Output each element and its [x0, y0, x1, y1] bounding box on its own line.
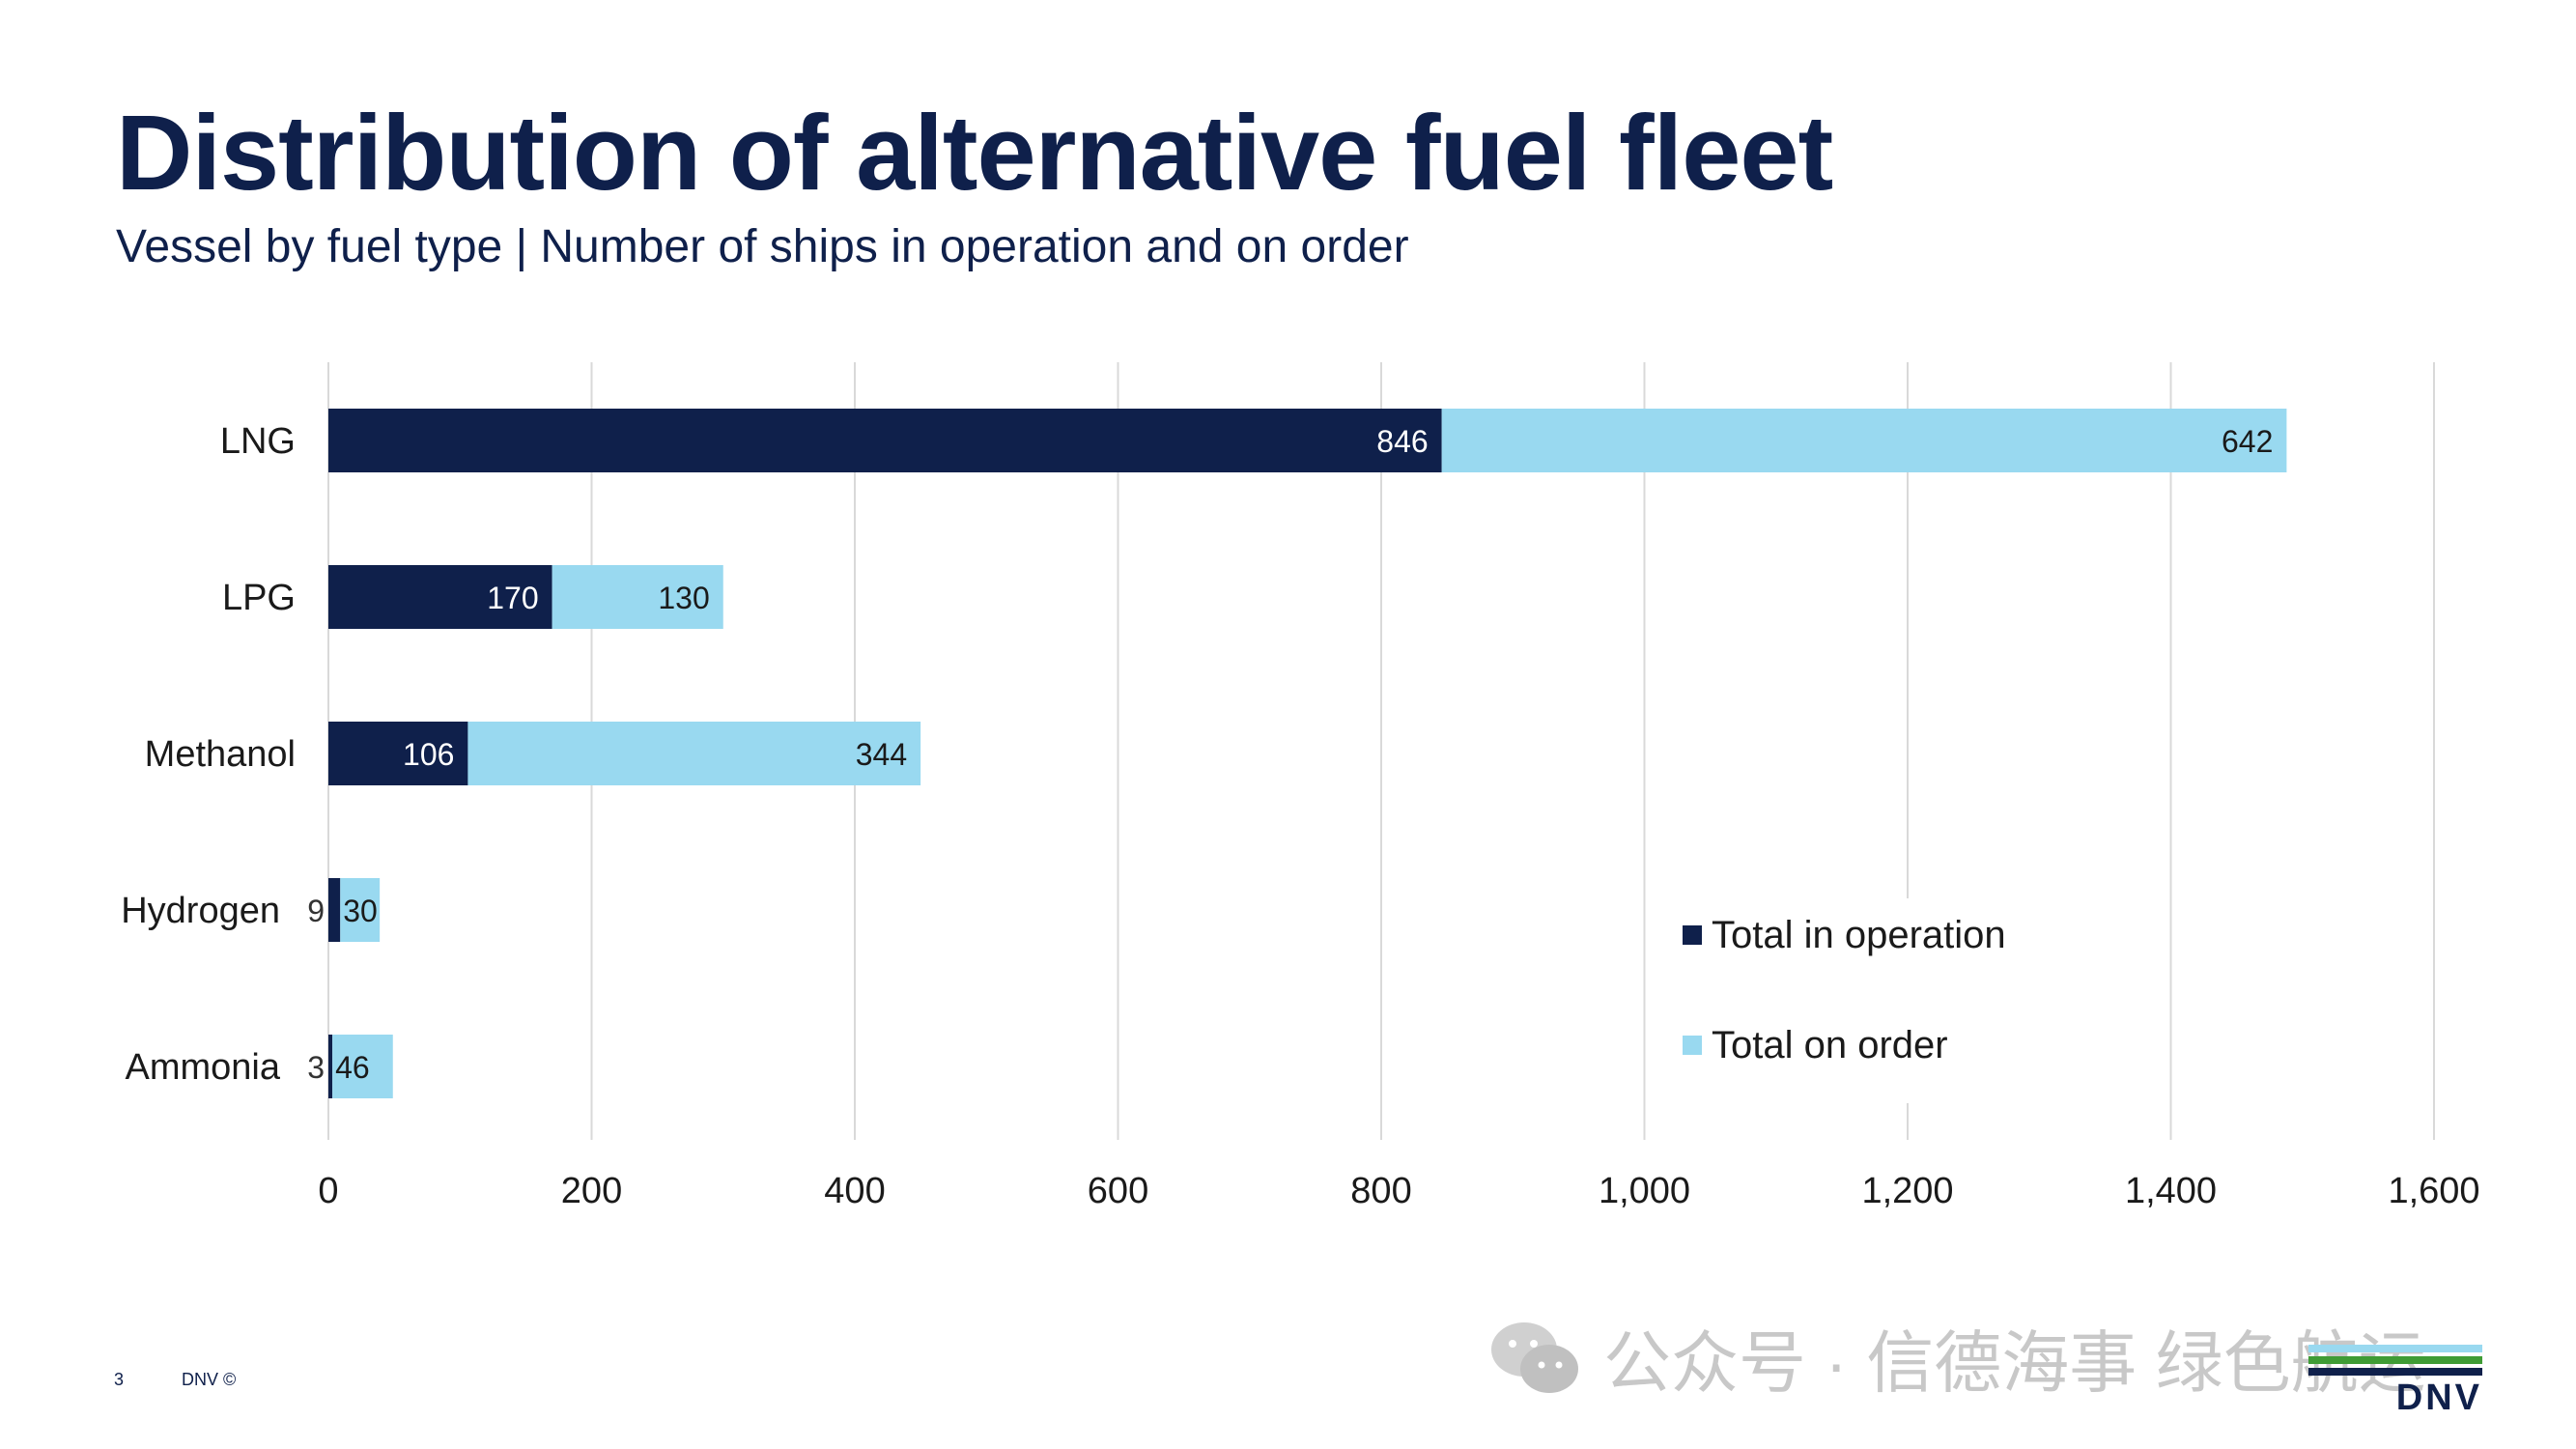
x-tick-label: 1,000	[1599, 1171, 1690, 1211]
footer-brand: DNV ©	[182, 1370, 237, 1389]
data-label: 30	[343, 894, 378, 928]
category-label: Methanol	[145, 734, 296, 775]
logo-bar-green	[2308, 1356, 2482, 1364]
legend-item-in-operation: Total in operation	[1683, 906, 2088, 964]
data-label: 3	[307, 1050, 325, 1085]
chart-legend: Total in operation Total on order	[1683, 898, 2088, 1103]
x-tick-label: 1,400	[2125, 1171, 2217, 1211]
data-label: 344	[856, 737, 907, 772]
stacked-bar-chart: 0 200 400 600 800 1,000 1,200 1,400 1,600 846 642 L…	[121, 362, 2480, 1211]
bar-segment	[1441, 409, 2287, 472]
legend-item-on-order: Total on order	[1683, 1016, 2088, 1074]
category-label: Hydrogen	[121, 891, 280, 931]
data-label: 46	[335, 1050, 370, 1085]
bar-segment	[467, 722, 921, 785]
category-label: LNG	[220, 421, 296, 462]
bar-segment	[340, 878, 381, 942]
wechat-icon	[1491, 1321, 1578, 1393]
dnv-logo: DNV	[2308, 1345, 2482, 1422]
x-tick-label: 0	[318, 1171, 338, 1211]
data-label: 9	[307, 894, 325, 928]
logo-text: DNV	[2395, 1378, 2482, 1418]
watermark-text: 公众号 · 信德海事 绿色航运	[1603, 1325, 2426, 1401]
page-title: Distribution of alternative fuel fleet	[116, 94, 1833, 213]
category-label: LPG	[222, 578, 296, 618]
bar-segment	[332, 1035, 393, 1098]
legend-label-on-order: Total on order	[1712, 1023, 1948, 1066]
watermark: 公众号 · 信德海事 绿色航运	[1487, 1309, 2426, 1406]
bar-segment	[328, 878, 341, 942]
page-subtitle: Vessel by fuel type | Number of ships in…	[116, 221, 1409, 272]
logo-bar-navy	[2308, 1368, 2482, 1376]
x-tick-label: 400	[824, 1171, 885, 1211]
legend-label-in-operation: Total in operation	[1712, 913, 2006, 956]
bar-segment	[328, 722, 468, 785]
x-tick-label: 600	[1088, 1171, 1148, 1211]
data-label: 846	[1376, 424, 1428, 459]
legend-swatch-in-operation	[1683, 925, 1702, 945]
bar-segment	[552, 565, 723, 629]
x-tick-label: 800	[1350, 1171, 1411, 1211]
legend-swatch-on-order	[1683, 1036, 1702, 1055]
x-tick-label: 200	[561, 1171, 622, 1211]
data-label: 170	[487, 581, 538, 615]
data-label: 642	[2222, 424, 2273, 459]
bar-segment	[328, 565, 552, 629]
x-tick-label: 1,200	[1861, 1171, 1953, 1211]
data-label: 106	[403, 737, 454, 772]
logo-bar-light-blue	[2308, 1345, 2482, 1352]
bar-segment	[328, 1035, 333, 1098]
page-number: 3	[114, 1370, 125, 1389]
x-tick-label: 1,600	[2388, 1171, 2479, 1211]
bar-segment	[328, 409, 1442, 472]
data-label: 130	[658, 581, 709, 615]
category-label: Ammonia	[126, 1047, 281, 1088]
